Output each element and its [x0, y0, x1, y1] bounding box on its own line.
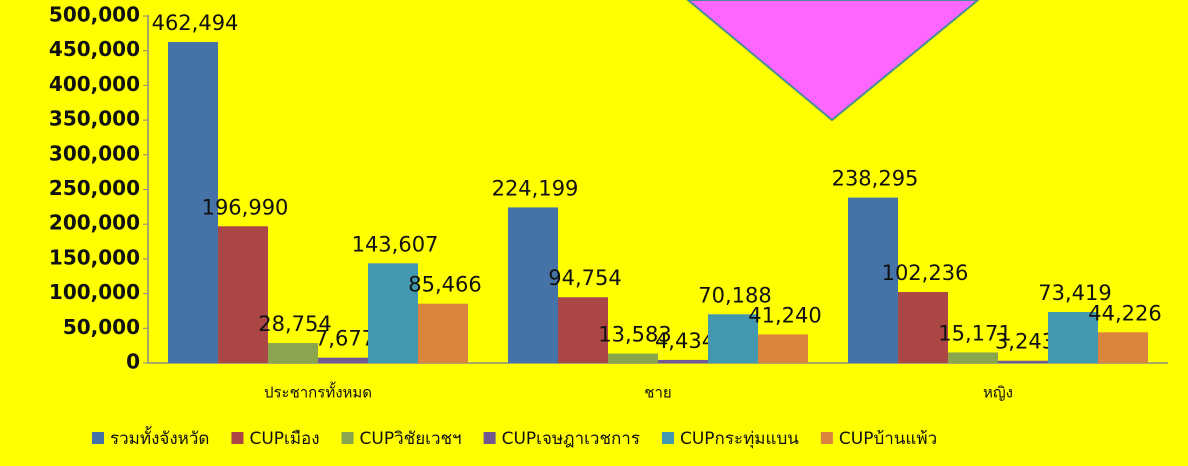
y-tick-label: 300,000 [49, 141, 140, 165]
y-tick-label: 350,000 [49, 107, 140, 131]
bar [268, 343, 318, 363]
legend-label: CUPวิชัยเวชฯ [360, 429, 462, 449]
data-label: 4,434 [655, 329, 715, 353]
data-label: 143,607 [352, 232, 439, 256]
x-tick-label: ชาย [644, 384, 671, 402]
legend-label: รวมทั้งจังหวัด [110, 426, 209, 449]
y-tick-label: 450,000 [49, 37, 140, 61]
bar [898, 292, 948, 363]
data-label: 28,754 [258, 312, 331, 336]
legend-label: CUPเมือง [249, 429, 319, 449]
data-label: 85,466 [408, 273, 481, 297]
x-tick-label: หญิง [983, 384, 1013, 402]
data-label: 15,171 [938, 321, 1011, 345]
y-tick-label: 500,000 [49, 3, 140, 27]
data-label: 3,243 [995, 330, 1055, 354]
data-label: 44,226 [1088, 301, 1161, 325]
y-tick-label: 100,000 [49, 280, 140, 304]
data-label: 7,677 [315, 327, 375, 351]
legend-swatch [92, 432, 104, 444]
data-label: 196,990 [202, 195, 289, 219]
legend-swatch [341, 432, 354, 444]
bar [318, 357, 368, 363]
data-label: 224,199 [492, 176, 579, 200]
legend-swatch [231, 432, 244, 444]
legend-label: CUPกระทุ่มแบน [680, 429, 799, 449]
legend-label: CUPบ้านแพ้ว [839, 429, 937, 449]
y-tick-label: 0 [126, 350, 140, 374]
data-label: 73,419 [1038, 281, 1111, 305]
data-label: 238,295 [832, 167, 919, 191]
bar [758, 334, 808, 363]
data-label: 13,583 [598, 323, 671, 347]
bar [1098, 332, 1148, 363]
bar [848, 197, 898, 363]
decoration-triangle [686, 0, 980, 122]
legend-label: CUPเจษฎาเวชการ [502, 429, 640, 449]
legend-swatch [661, 432, 674, 444]
data-label: 462,494 [152, 11, 239, 35]
bar [608, 353, 658, 363]
y-tick-label: 50,000 [63, 315, 140, 339]
y-tick-label: 200,000 [49, 211, 140, 235]
data-label: 102,236 [882, 261, 969, 285]
bar [1048, 312, 1098, 363]
bar [168, 42, 218, 363]
bar [708, 314, 758, 363]
bar [368, 263, 418, 363]
legend-swatch [820, 432, 833, 444]
bar [658, 359, 708, 363]
data-label: 41,240 [748, 303, 821, 327]
bar [948, 352, 998, 363]
bar [558, 297, 608, 363]
y-tick-label: 250,000 [49, 176, 140, 200]
data-label: 94,754 [548, 266, 621, 290]
y-tick-label: 400,000 [49, 72, 140, 96]
y-tick-label: 150,000 [49, 245, 140, 269]
bar [508, 207, 558, 363]
x-tick-label: ประชากรทั้งหมด [264, 382, 372, 402]
legend-swatch [483, 432, 496, 444]
bar [418, 303, 468, 363]
bar [998, 360, 1048, 363]
data-label: 70,188 [698, 283, 771, 307]
bar [218, 226, 268, 363]
